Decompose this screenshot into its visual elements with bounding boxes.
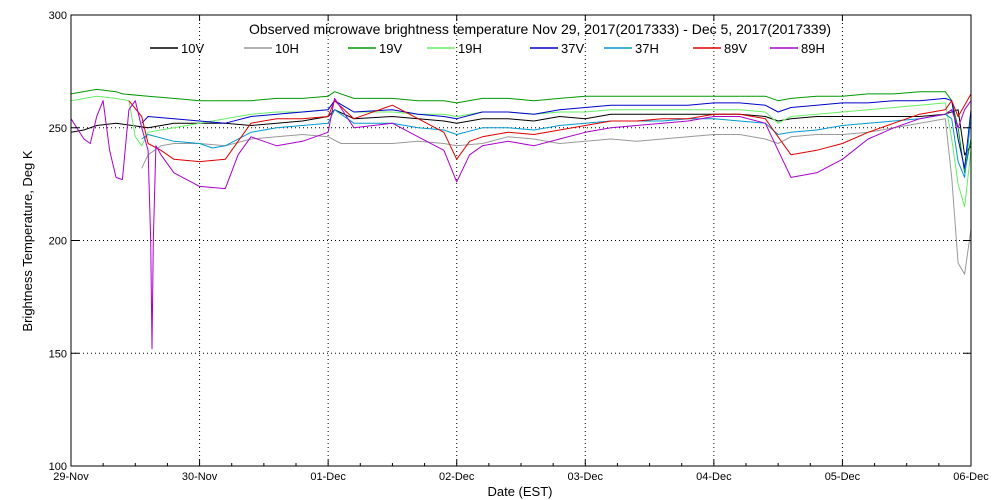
series-line-10v — [70, 109, 972, 156]
legend-label-89h: 89H — [801, 41, 825, 56]
legend-label-10v: 10V — [181, 41, 204, 56]
x-tick-label: 03-Dec — [568, 471, 604, 483]
x-tick-label: 30-Nov — [182, 471, 218, 483]
series-lines — [70, 88, 972, 350]
legend-label-37v: 37V — [561, 41, 584, 56]
y-tick-label: 200 — [49, 236, 67, 248]
x-tick-label: 06-Dec — [953, 471, 989, 483]
axis-ticks: 29-Nov 30-Nov 01-Dec 02-Dec 03-Dec 04-Dec 05-D… — [49, 10, 990, 483]
series-line-10h — [141, 118, 972, 275]
legend-label-10h: 10H — [275, 41, 299, 56]
y-tick-label: 150 — [49, 348, 67, 360]
x-tick-label: 02-Dec — [439, 471, 475, 483]
y-tick-label: 250 — [49, 123, 67, 135]
x-tick-label: 04-Dec — [696, 471, 732, 483]
series-line-37v — [141, 97, 972, 169]
chart-title: Observed microwave brightness temperatur… — [249, 21, 831, 37]
series-line-89v — [128, 93, 972, 163]
legend-label-19v: 19V — [379, 41, 402, 56]
series-line-89h — [70, 97, 972, 350]
y-axis-title: Brightness Temperature, Deg K — [20, 150, 35, 331]
legend-label-89v: 89V — [724, 41, 747, 56]
x-axis-title: Date (EST) — [487, 484, 552, 499]
y-tick-label: 300 — [49, 10, 67, 22]
y-tick-label: 100 — [49, 461, 67, 473]
x-tick-label: 05-Dec — [825, 471, 861, 483]
x-tick-label: 29-Nov — [53, 471, 89, 483]
series-line-19v — [70, 88, 972, 174]
legend-label-37h: 37H — [635, 41, 659, 56]
x-tick-label: 01-Dec — [310, 471, 346, 483]
legend-label-19h: 19H — [458, 41, 482, 56]
legend: 10V 10H 19V 19H 37V 37H 89V 89H — [150, 41, 825, 56]
series-line-37h — [141, 109, 972, 178]
